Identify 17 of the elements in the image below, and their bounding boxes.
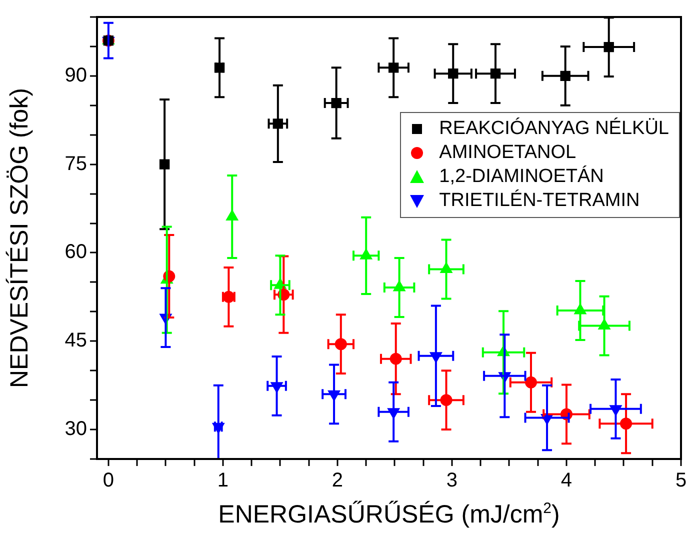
- y-tick-label: 75: [64, 152, 87, 175]
- y-tick-label: 30: [64, 418, 87, 440]
- legend-label: REAKCIÓANYAG NÉLKÜL: [439, 117, 669, 142]
- x-tick-label: 2: [332, 470, 344, 492]
- x-tick-label: 4: [560, 470, 572, 492]
- x-tick-label: 0: [102, 470, 114, 492]
- legend-label: AMINOETANOL: [439, 141, 576, 166]
- x-axis-title: ENERGIASŰRŰSÉG (mJ/cm$^{2}$): [217, 500, 561, 530]
- legend-label: TRIETILÉN-TETRAMIN: [439, 189, 640, 214]
- y-tick-label: 60: [64, 241, 87, 264]
- x-tick-label: 5: [675, 470, 687, 492]
- y-tick-label: 90: [64, 64, 87, 86]
- x-tick-label: 3: [446, 470, 458, 492]
- y-axis-title: NEDVESÍTÉSI SZÖG (fok): [6, 88, 34, 388]
- legend-label: 1,2-DIAMINOETÁN: [439, 165, 604, 190]
- y-tick-label: 45: [64, 330, 87, 352]
- x-tick-label: 1: [217, 470, 229, 492]
